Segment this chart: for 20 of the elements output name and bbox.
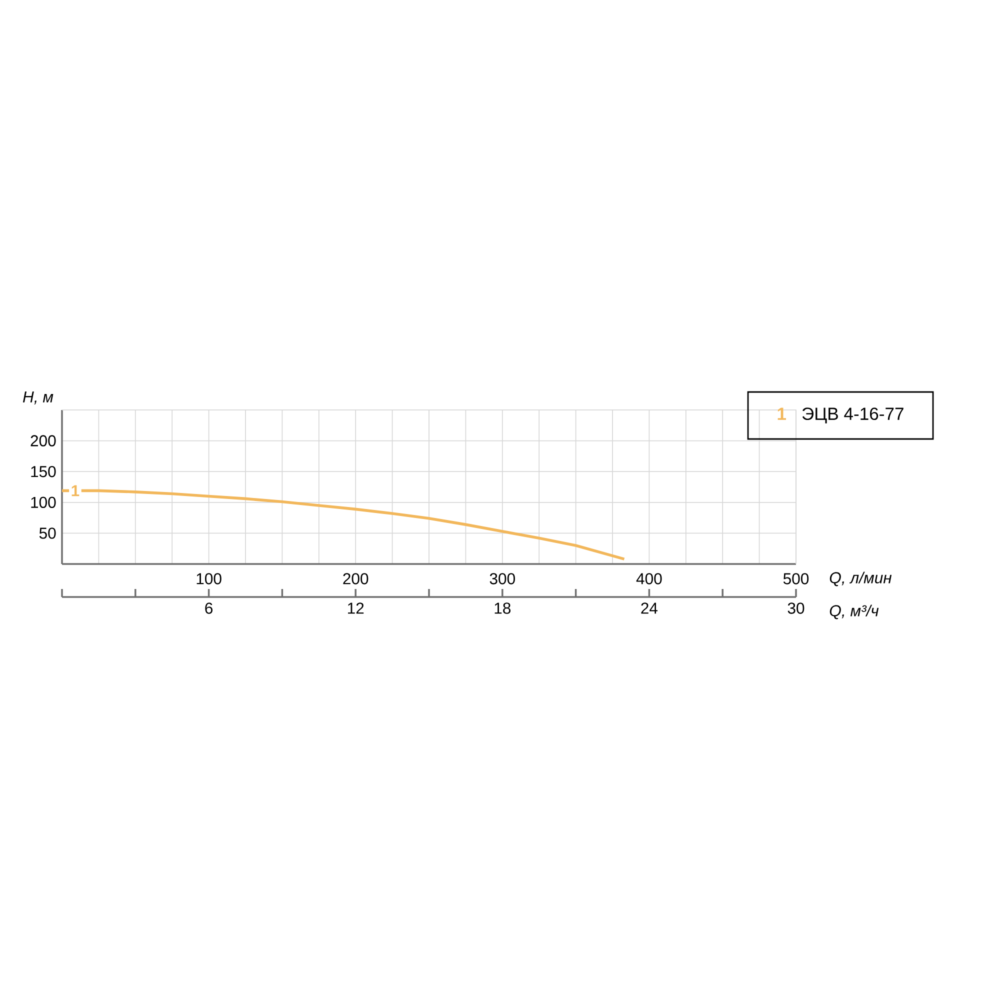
x2-axis-title: Q, м³/ч xyxy=(830,604,879,620)
x2-tick-label: 24 xyxy=(641,602,658,614)
y-tick-label: 50 xyxy=(39,528,56,539)
text: ЭЦВ 4-16-77 xyxy=(802,408,904,424)
x2-tick-label: 12 xyxy=(348,602,364,614)
x2-tick-label: 6 xyxy=(205,602,213,614)
x-tick-label: 500 xyxy=(783,573,809,584)
y-tick-label: 100 xyxy=(31,496,56,508)
x2-tick-label: 30 xyxy=(788,602,804,614)
y-tick-label: 200 xyxy=(30,435,56,446)
y-tick-label: 150 xyxy=(31,466,56,478)
y-axis-title: H, м xyxy=(22,391,54,404)
text: 1 xyxy=(778,408,786,420)
annotation: 1 xyxy=(72,485,80,496)
x-axis-title: Q, л/мин xyxy=(830,572,892,586)
x-tick-label: 400 xyxy=(636,573,662,584)
x-tick-label: 300 xyxy=(490,573,515,584)
x2-tick-label: 18 xyxy=(494,602,510,614)
x-tick-label: 100 xyxy=(196,573,222,584)
x-tick-label: 200 xyxy=(343,573,368,584)
